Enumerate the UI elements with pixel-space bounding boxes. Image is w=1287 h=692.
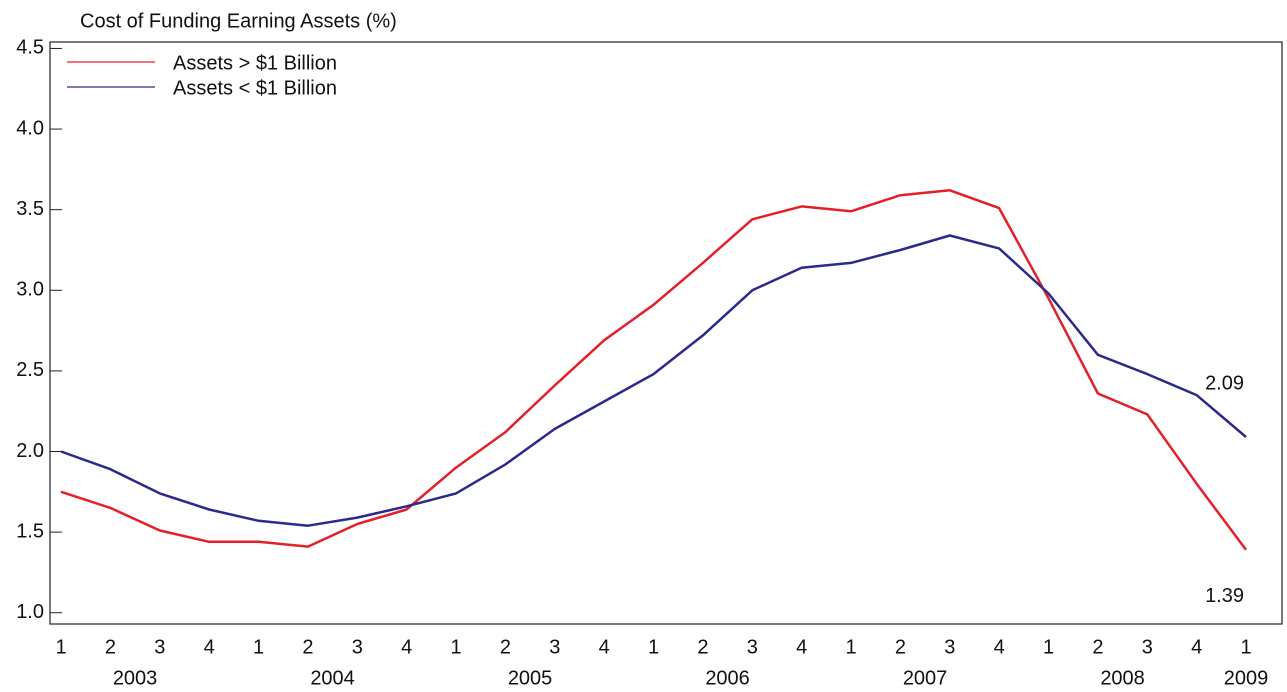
legend-label: Assets < $1 Billion bbox=[173, 77, 337, 99]
x-tick-label: 3 bbox=[352, 636, 363, 658]
x-tick-label: 2 bbox=[500, 636, 511, 658]
x-tick-label: 4 bbox=[1191, 636, 1202, 658]
x-tick-label: 4 bbox=[599, 636, 610, 658]
series-line bbox=[60, 234, 1247, 527]
x-tick-label: 2 bbox=[697, 636, 708, 658]
x-tick-label: 4 bbox=[401, 636, 412, 658]
y-tick-label: 4.0 bbox=[16, 117, 44, 139]
year-label: 2008 bbox=[1100, 667, 1145, 689]
year-label: 2004 bbox=[310, 667, 355, 689]
x-tick-label: 2 bbox=[895, 636, 906, 658]
y-tick-label: 2.5 bbox=[16, 359, 44, 381]
x-tick-label: 1 bbox=[55, 636, 66, 658]
x-tick-label: 1 bbox=[845, 636, 856, 658]
y-tick-label: 2.0 bbox=[16, 440, 44, 462]
x-tick-label: 1 bbox=[648, 636, 659, 658]
x-tick-label: 4 bbox=[994, 636, 1005, 658]
year-label: 2006 bbox=[705, 667, 750, 689]
x-tick-label: 1 bbox=[450, 636, 461, 658]
x-tick-label: 3 bbox=[944, 636, 955, 658]
year-label: 2003 bbox=[113, 667, 158, 689]
x-tick-label: 2 bbox=[1092, 636, 1103, 658]
x-tick-label: 1 bbox=[253, 636, 264, 658]
end-label: 2.09 bbox=[1205, 372, 1244, 394]
year-label: 2009 bbox=[1224, 667, 1269, 689]
y-tick-label: 4.5 bbox=[16, 37, 44, 59]
x-tick-label: 2 bbox=[302, 636, 313, 658]
y-tick-label: 1.0 bbox=[16, 601, 44, 623]
y-tick-label: 3.0 bbox=[16, 279, 44, 301]
x-tick-label: 3 bbox=[747, 636, 758, 658]
series-line bbox=[60, 189, 1248, 551]
plot-frame bbox=[49, 41, 1283, 625]
x-tick-label: 4 bbox=[796, 636, 807, 658]
x-tick-label: 1 bbox=[1043, 636, 1054, 658]
x-tick-label: 2 bbox=[105, 636, 116, 658]
end-label: 1.39 bbox=[1205, 585, 1244, 607]
chart-title: Cost of Funding Earning Assets (%) bbox=[80, 10, 397, 32]
year-label: 2007 bbox=[903, 667, 948, 689]
legend-label: Assets > $1 Billion bbox=[173, 52, 337, 74]
y-tick-label: 3.5 bbox=[16, 198, 44, 220]
year-label: 2005 bbox=[508, 667, 553, 689]
y-tick-label: 1.5 bbox=[16, 520, 44, 542]
x-tick-label: 3 bbox=[549, 636, 560, 658]
x-tick-label: 3 bbox=[154, 636, 165, 658]
x-tick-label: 1 bbox=[1240, 636, 1251, 658]
x-tick-label: 4 bbox=[204, 636, 215, 658]
x-tick-label: 3 bbox=[1142, 636, 1153, 658]
